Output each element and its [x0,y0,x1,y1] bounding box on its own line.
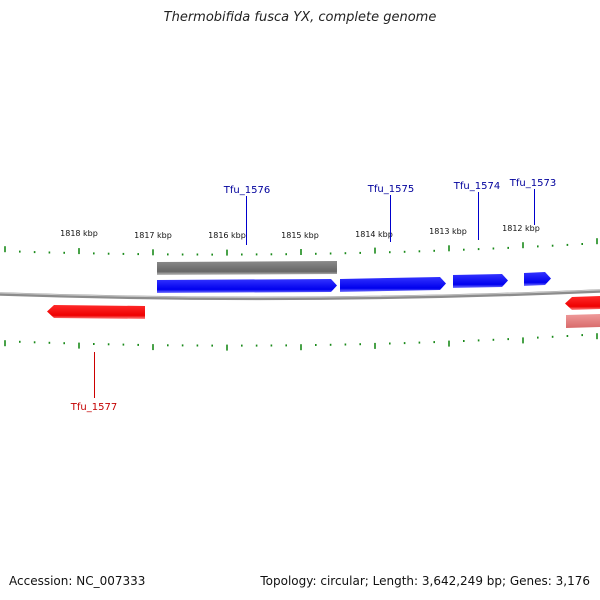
gene-tfu-1577-arrow[interactable] [47,305,145,319]
scale-labels: 1818 kbp 1817 kbp 1816 kbp 1815 kbp 1814… [60,224,540,240]
scale-label-1818: 1818 kbp [60,229,98,238]
scale-ticks-bottom [4,333,598,351]
scale-label-1817: 1817 kbp [134,231,172,240]
gene-label-tfu-1573[interactable]: Tfu_1573 [509,178,556,189]
topology-text: Topology: circular; Length: 3,642,249 bp… [260,574,590,588]
pink-feature-right-edge[interactable] [566,314,600,328]
map-title: Thermobifida fusca YX, complete genome [163,10,437,25]
accession-text: Accession: NC_007333 [9,574,146,588]
gene-leader-lines [94,189,535,398]
red-gene-right-edge[interactable] [565,296,600,310]
gene-label-tfu-1576[interactable]: Tfu_1576 [223,185,270,196]
gene-labels: Tfu_1576 Tfu_1575 Tfu_1574 Tfu_1573 Tfu_… [70,178,556,413]
scale-label-1815: 1815 kbp [281,231,319,240]
gene-tfu-1576-arrow[interactable] [157,279,337,293]
genome-backbone [0,289,600,301]
scale-label-1813: 1813 kbp [429,227,467,236]
gene-label-tfu-1575[interactable]: Tfu_1575 [367,184,414,195]
scale-label-1812: 1812 kbp [502,224,540,233]
gene-tfu-1575-arrow[interactable] [340,277,446,292]
genome-backbone-highlight [0,289,600,298]
scale-ticks-top [4,238,598,256]
gene-tfu-1574-arrow[interactable] [453,274,508,288]
scale-label-1814: 1814 kbp [355,230,393,239]
gene-tfu-1573-arrow[interactable] [524,272,551,286]
gene-label-tfu-1577[interactable]: Tfu_1577 [70,402,117,413]
gene-label-tfu-1574[interactable]: Tfu_1574 [453,181,500,192]
gray-feature[interactable] [157,261,337,275]
scale-label-1816: 1816 kbp [208,231,246,240]
